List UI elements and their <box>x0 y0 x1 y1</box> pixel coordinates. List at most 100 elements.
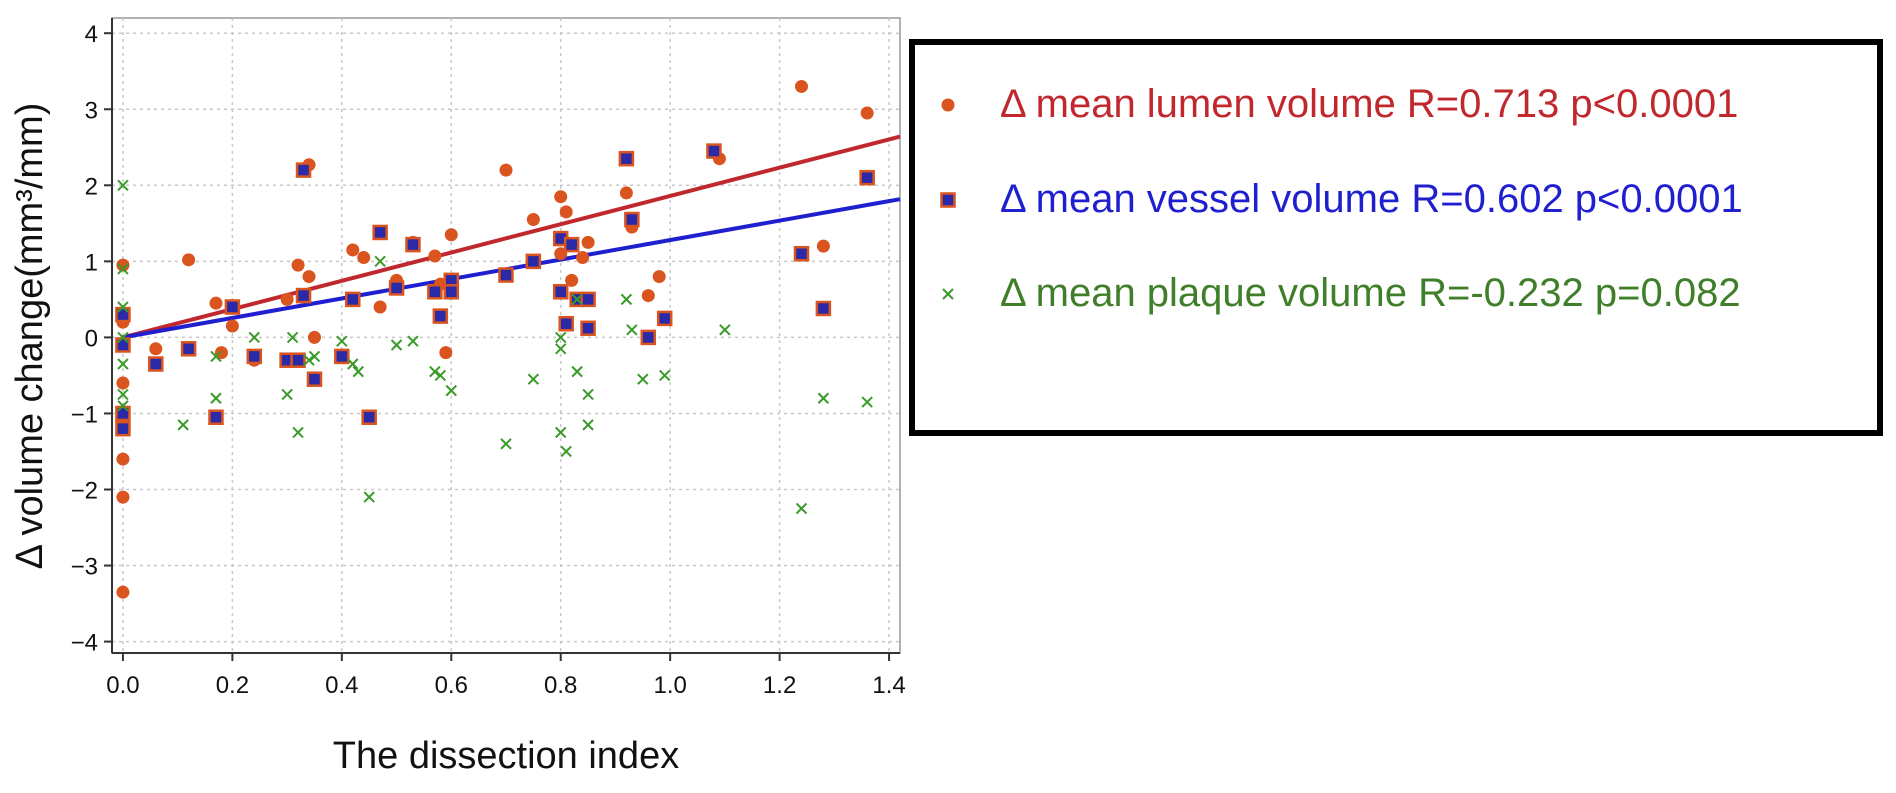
axes <box>104 18 900 661</box>
vessel-point <box>580 320 596 337</box>
lumen-point <box>444 228 458 242</box>
x-tick-label: 0.0 <box>106 672 139 699</box>
plaque-point <box>336 335 348 347</box>
plot-area <box>111 17 901 654</box>
plaque-point <box>445 384 457 397</box>
lumen-point <box>225 319 239 333</box>
lumen-point <box>116 452 130 466</box>
legend-label: Δ mean lumen volume R=0.713 p<0.0001 <box>1000 82 1738 126</box>
vessel-point <box>618 150 635 167</box>
vessel-point <box>563 236 580 253</box>
lumen-point <box>302 270 316 284</box>
plaque-point <box>500 438 512 450</box>
lumen-point <box>357 251 371 265</box>
vessel-point <box>290 352 306 368</box>
vessel-point <box>552 284 569 300</box>
plaque-point <box>582 388 594 401</box>
x-tick-label: 0.4 <box>325 672 358 699</box>
lumen-point <box>149 342 163 356</box>
vessel-point <box>793 245 810 262</box>
lumen-point <box>280 292 294 306</box>
plaque-point <box>942 288 954 300</box>
plaque-point <box>117 179 129 192</box>
plaque-point <box>210 350 222 363</box>
plaque-point <box>560 445 572 458</box>
lumen-point <box>581 235 595 249</box>
plaque-point <box>117 388 129 401</box>
lumen-point <box>795 79 808 93</box>
y-tick-label: −4 <box>71 630 98 657</box>
lumen-point <box>428 249 442 263</box>
legend-label: Δ mean vessel volume R=0.602 p<0.0001 <box>1000 177 1743 221</box>
plaque-point <box>658 369 671 382</box>
plaque-point <box>117 301 129 313</box>
lumen-point <box>182 253 196 267</box>
vessel-point <box>443 284 460 300</box>
x-tick-label: 0.2 <box>216 672 249 699</box>
x-tick-label: 1.4 <box>872 672 905 699</box>
vessel-point <box>624 211 640 228</box>
vessel-point <box>361 409 377 426</box>
vessel-point <box>115 420 131 437</box>
plaque-point <box>620 293 633 306</box>
lumen-point <box>641 289 655 303</box>
x-tick-label: 0.6 <box>435 672 468 699</box>
lumen-point <box>554 190 568 204</box>
lumen-point <box>116 258 130 272</box>
plaque-point <box>363 491 375 503</box>
lumen-point <box>116 585 130 599</box>
plaque-point <box>117 331 129 344</box>
vessel-point <box>558 315 574 332</box>
plaque-point <box>637 373 649 385</box>
plaque-point <box>292 426 304 439</box>
vessel-point <box>295 287 312 304</box>
plaque-point <box>308 350 321 363</box>
lumen-point <box>816 239 830 253</box>
plaque-point <box>795 502 808 515</box>
lumen-point <box>565 273 579 287</box>
vessel-point <box>115 405 131 422</box>
plaque-point <box>248 331 260 344</box>
vessel-point <box>706 143 722 159</box>
plaque-point <box>117 263 129 275</box>
plaque-point <box>555 426 567 439</box>
lumen-point <box>291 258 305 272</box>
plaque-point <box>303 354 315 366</box>
lumen-point <box>559 205 573 219</box>
y-tick-label: −2 <box>71 477 98 504</box>
plaque-point <box>390 339 403 351</box>
plaque-point <box>352 365 364 378</box>
vessel-point <box>295 162 312 178</box>
plaque-point <box>347 358 359 370</box>
plaque-point <box>719 324 731 336</box>
y-tick-label: 4 <box>85 21 98 48</box>
plaque-point <box>527 373 540 385</box>
plaque-point <box>281 388 293 401</box>
data-points <box>115 79 875 599</box>
vessel-point <box>334 348 350 365</box>
lumen-point <box>116 376 130 390</box>
vessel-point <box>246 348 263 365</box>
lumen-point <box>576 251 590 265</box>
plaque-point <box>626 324 638 336</box>
legend-box <box>909 39 1883 436</box>
plaque-point <box>210 392 222 404</box>
plaque-point <box>571 365 583 378</box>
x-tick-label: 1.0 <box>653 672 686 699</box>
vessel-point <box>180 341 197 357</box>
lumen-point <box>439 346 453 360</box>
plaque-point <box>407 335 419 347</box>
lumen-point <box>526 213 540 227</box>
x-axis-title: The dissection index <box>333 735 679 777</box>
plaque-point <box>117 358 129 370</box>
y-tick-label: 0 <box>85 325 98 352</box>
grid-lines <box>112 18 900 653</box>
plaque-point <box>429 365 441 378</box>
vessel-point <box>208 409 224 426</box>
x-tick-label: 1.2 <box>763 672 796 699</box>
lumen-point <box>860 106 874 120</box>
plaque-point <box>555 343 567 355</box>
lumen-point <box>373 300 387 314</box>
x-tick-label: 0.8 <box>544 672 577 699</box>
plaque-point <box>177 419 189 431</box>
